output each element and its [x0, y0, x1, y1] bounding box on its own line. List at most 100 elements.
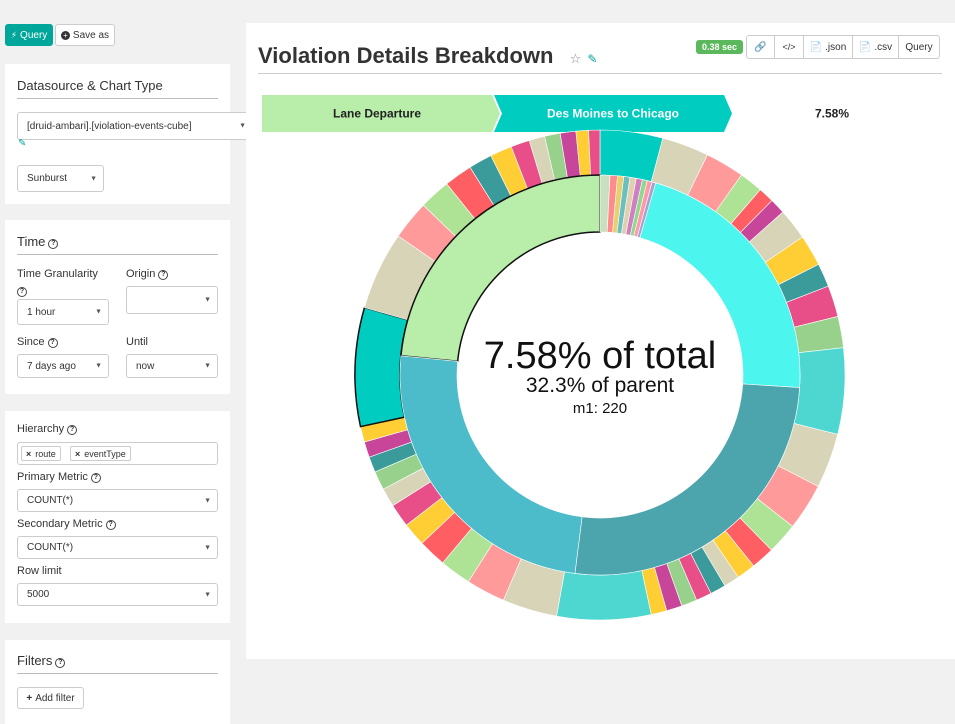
chevron-down-icon: ▼	[204, 362, 211, 370]
primary-metric-value: COUNT(*)	[27, 495, 74, 506]
secondary-metric-label-text: Secondary Metric	[17, 518, 103, 530]
primary-metric-select[interactable]: COUNT(*) ▼	[17, 489, 218, 512]
until-label: Until	[126, 336, 149, 348]
json-label: .json	[825, 41, 847, 53]
chevron-down-icon: ▼	[204, 544, 211, 551]
filters-panel: Filters? + Add filter	[5, 640, 230, 724]
remove-icon[interactable]: ×	[26, 448, 32, 459]
chart-title: Violation Details Breakdown ☆ ✎	[258, 43, 597, 69]
help-icon[interactable]: ?	[47, 338, 58, 348]
breadcrumb-percentage: 7.58%	[815, 107, 849, 121]
hierarchy-tag-label: route	[35, 448, 56, 459]
pencil-icon[interactable]: ✎	[18, 138, 27, 149]
breadcrumb-item[interactable]	[494, 95, 732, 132]
help-icon[interactable]: ?	[55, 658, 66, 668]
hierarchy-tag-eventtype: × eventType	[70, 446, 131, 461]
file-icon: 📄	[809, 41, 823, 53]
help-icon[interactable]: ?	[105, 520, 116, 530]
help-icon[interactable]: ?	[48, 239, 59, 249]
timing-badge: 0.38 sec	[696, 40, 743, 54]
chevron-down-icon: ▼	[204, 296, 211, 304]
breadcrumb-label: Lane Departure	[333, 107, 421, 121]
secondary-metric-value: COUNT(*)	[27, 542, 74, 553]
since-label: Since?	[17, 336, 58, 348]
inner-ring	[399, 174, 801, 576]
pencil-icon[interactable]: ✎	[587, 52, 598, 66]
code-button[interactable]: </>	[774, 35, 804, 59]
remove-icon[interactable]: ×	[75, 448, 81, 459]
divider	[17, 98, 218, 99]
row-limit-select[interactable]: 5000 ▼	[17, 583, 218, 606]
granularity-value: 1 hour	[27, 306, 56, 318]
until-select[interactable]: now ▼	[126, 354, 218, 378]
datasource-select[interactable]: [druid-ambari].[violation-events-cube] ▼	[17, 112, 253, 140]
chart-panel: Violation Details Breakdown ☆ ✎ 0.38 sec…	[246, 23, 955, 659]
time-panel-title: Time?	[17, 234, 59, 249]
time-title-text: Time	[17, 234, 46, 249]
center-secondary-label: 32.3% of parent	[526, 374, 674, 397]
bolt-icon: ⚡	[10, 29, 18, 40]
center-metric-label: m1: 220	[573, 400, 627, 417]
star-icon[interactable]: ☆	[569, 51, 582, 66]
help-icon[interactable]: ?	[158, 270, 169, 280]
primary-metric-label-text: Primary Metric	[17, 471, 88, 483]
chart-type-select[interactable]: Sunburst ▼	[17, 165, 104, 192]
view-query-label: Query	[905, 41, 933, 53]
row-limit-label: Row limit	[17, 565, 62, 577]
csv-button[interactable]: 📄 .csv	[852, 35, 899, 59]
chart-type-value: Sunburst	[27, 173, 68, 184]
sunburst-segment[interactable]	[793, 347, 846, 435]
help-icon[interactable]: ?	[17, 287, 27, 297]
sunburst-segment[interactable]	[556, 570, 652, 621]
since-label-text: Since	[17, 336, 45, 348]
chevron-down-icon: ▼	[204, 497, 211, 504]
origin-label: Origin?	[126, 268, 169, 280]
sunburst-segment[interactable]	[399, 355, 583, 574]
link-button[interactable]: 🔗	[746, 35, 775, 59]
primary-metric-label: Primary Metric?	[17, 471, 101, 483]
query-button[interactable]: ⚡ Query	[5, 24, 53, 46]
granularity-label-text: Time Granularity	[17, 268, 98, 280]
origin-label-text: Origin	[126, 268, 156, 280]
csv-label: .csv	[874, 41, 893, 53]
since-value: 7 days ago	[27, 360, 76, 372]
granularity-label: Time Granularity	[17, 268, 98, 280]
secondary-metric-select[interactable]: COUNT(*) ▼	[17, 536, 218, 559]
view-query-button[interactable]: Query	[898, 35, 940, 59]
help-icon[interactable]: ?	[90, 473, 101, 483]
outer-ring	[354, 129, 846, 621]
chevron-down-icon: ▼	[95, 362, 102, 370]
center-primary-label: 7.58% of total	[484, 335, 716, 377]
divider	[258, 73, 942, 74]
save-as-label: Save as	[72, 29, 110, 41]
save-as-button[interactable]: + Save as	[55, 24, 115, 46]
datasource-panel: Datasource & Chart Type [druid-ambari].[…	[5, 64, 253, 204]
sunburst-segment[interactable]	[354, 306, 409, 428]
granularity-select[interactable]: 1 hour ▼	[17, 299, 109, 325]
json-button[interactable]: 📄 .json	[803, 35, 853, 59]
since-select[interactable]: 7 days ago ▼	[17, 354, 109, 378]
add-filter-label: Add filter	[35, 692, 75, 704]
chevron-down-icon: ▼	[204, 591, 211, 598]
hierarchy-select[interactable]: × route × eventType	[17, 442, 218, 465]
add-filter-button[interactable]: + Add filter	[17, 687, 84, 709]
plus-circle-icon: +	[60, 30, 70, 40]
row-limit-value: 5000	[27, 589, 50, 600]
breadcrumb-label: Des Moines to Chicago	[547, 107, 679, 121]
query-panel: Hierarchy? × route × eventType Primary M…	[5, 411, 230, 623]
query-button-label: Query	[20, 29, 48, 41]
hierarchy-tag-label: eventType	[84, 448, 126, 459]
file-icon: 📄	[858, 41, 872, 53]
divider	[17, 254, 218, 255]
breadcrumb-item[interactable]	[262, 95, 500, 132]
help-icon[interactable]: ?	[67, 425, 78, 435]
until-value: now	[136, 360, 155, 372]
origin-select[interactable]: ▼	[126, 286, 218, 314]
sunburst-segment[interactable]	[588, 129, 601, 176]
secondary-metric-label: Secondary Metric?	[17, 518, 116, 530]
sunburst-segment[interactable]	[574, 383, 800, 576]
plus-icon: +	[26, 692, 33, 704]
breadcrumb: Lane Departure Des Moines to Chicago 7.58%	[262, 95, 849, 132]
filters-panel-title: Filters?	[17, 653, 66, 668]
time-panel: Time? Time Granularity ? 1 hour ▼ Origin…	[5, 220, 230, 394]
